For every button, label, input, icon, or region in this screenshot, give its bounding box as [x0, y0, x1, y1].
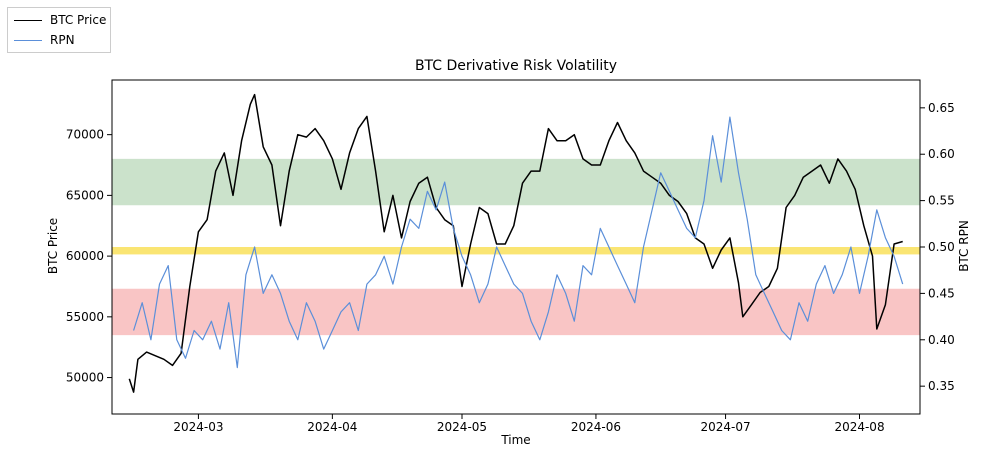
series-line-rpn — [133, 116, 904, 369]
risk-bands — [112, 158, 920, 336]
y-right-tick-label: 0.60 — [928, 147, 955, 161]
x-axis-label: Time — [500, 433, 530, 447]
x-tick-label: 2024-03 — [173, 420, 223, 434]
y-axis-right: 0.35 0.40 0.45 0.50 0.55 0.60 0.65 — [920, 101, 955, 393]
x-tick-label: 2024-04 — [307, 420, 357, 434]
y-left-tick-label: 55000 — [66, 310, 104, 324]
y-right-tick-label: 0.40 — [928, 333, 955, 347]
series-lines — [128, 93, 904, 393]
y-right-tick-label: 0.55 — [928, 194, 955, 208]
y-axis-label-left: BTC Price — [46, 218, 60, 274]
x-tick-label: 2024-05 — [437, 420, 487, 434]
y-left-tick-label: 50000 — [66, 371, 104, 385]
y-right-tick-label: 0.35 — [928, 379, 955, 393]
legend-label-btc-price: BTC Price — [50, 13, 107, 27]
x-tick-label: 2024-06 — [571, 420, 621, 434]
y-left-tick-label: 70000 — [66, 128, 104, 142]
x-tick-label: 2024-07 — [700, 420, 750, 434]
risk-band-1 — [112, 247, 920, 255]
legend-label-rpn: RPN — [50, 33, 75, 47]
y-axis-left: 50000 55000 60000 65000 70000 — [66, 128, 112, 385]
y-left-tick-label: 65000 — [66, 188, 104, 202]
risk-band-0 — [112, 158, 920, 206]
risk-band-2 — [112, 288, 920, 336]
x-axis: 2024-03 2024-04 2024-05 2024-06 2024-07 2024-… — [173, 414, 885, 434]
legend: BTC Price RPN — [7, 7, 111, 53]
legend-swatch-btc-price — [14, 19, 42, 21]
y-axis-label-right: BTC RPN — [957, 220, 971, 272]
legend-swatch-rpn — [14, 39, 42, 41]
legend-item-rpn: RPN — [14, 31, 75, 49]
y-right-tick-label: 0.50 — [928, 240, 955, 254]
y-right-tick-label: 0.45 — [928, 286, 955, 300]
y-right-tick-label: 0.65 — [928, 101, 955, 115]
legend-item-btc-price: BTC Price — [14, 11, 106, 29]
x-tick-label: 2024-08 — [834, 420, 884, 434]
y-left-tick-label: 60000 — [66, 249, 104, 263]
series-line-btc-price — [128, 93, 903, 393]
chart-title: BTC Derivative Risk Volatility — [415, 58, 617, 74]
